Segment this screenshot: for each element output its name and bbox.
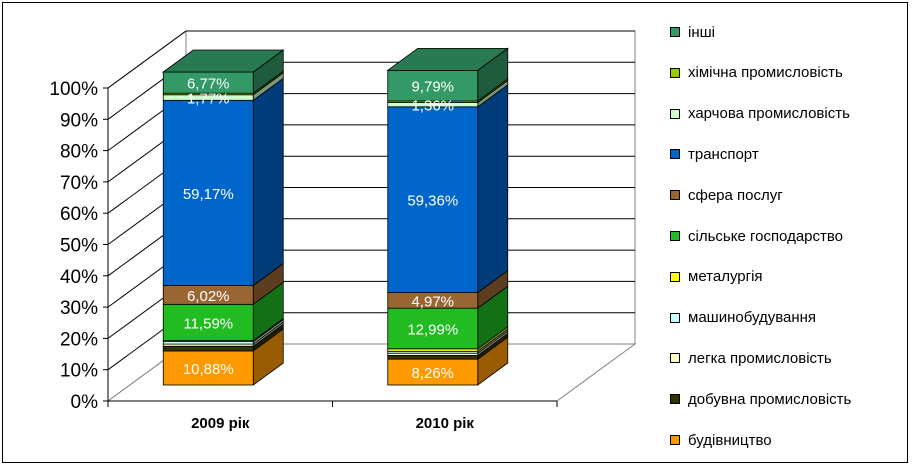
data-label: 12,99% (407, 321, 458, 338)
y-tick-label: 10% (60, 361, 98, 382)
bar-segment (162, 303, 254, 342)
bar-side-face (252, 77, 284, 287)
bar-top-face (162, 49, 285, 73)
legend-label: легка промисловість (688, 349, 832, 367)
bar-top-face (386, 47, 509, 71)
gridline (107, 30, 635, 89)
legend-item: інші (670, 22, 715, 42)
legend-item: харчова промисловість (670, 104, 850, 124)
legend-swatch (670, 394, 680, 405)
y-tick-label: 80% (60, 142, 98, 163)
legend-swatch (670, 149, 680, 160)
legend-swatch (670, 67, 680, 78)
legend-swatch (670, 312, 680, 323)
y-tick-label: 70% (60, 173, 98, 194)
legend-label: будівництво (688, 431, 772, 449)
legend-item: легка промисловість (670, 348, 832, 368)
legend-swatch (670, 27, 680, 37)
y-tick-label: 100% (49, 79, 98, 100)
data-label: 1,77% (187, 91, 230, 108)
y-tick-label: 50% (60, 236, 98, 257)
legend-label: добувна промисловість (688, 390, 852, 408)
data-label: 6,02% (187, 288, 230, 305)
bar-segment (162, 99, 254, 286)
bar-segment (162, 345, 254, 352)
legend-swatch (670, 108, 680, 119)
data-label: 9,79% (411, 79, 454, 96)
data-label: 8,26% (411, 365, 454, 382)
legend-swatch (670, 353, 680, 364)
y-axis: 0% 10% 20% 30% 40% 50% 60% 70% 80% 90% 100% (49, 79, 109, 413)
y-tick-label: 20% (60, 329, 98, 350)
bar-segment (387, 354, 479, 360)
bar-segment (387, 358, 479, 386)
legend-item: транспорт (670, 144, 759, 164)
legend-label: хімічна промисловість (688, 64, 843, 82)
legend-label: машинобудування (688, 309, 817, 327)
legend-item: добувна промисловість (670, 389, 851, 409)
bar-segment (162, 350, 254, 386)
legend-label: харчова промисловість (688, 105, 850, 123)
data-label: 1,36% (411, 98, 454, 115)
y-tick-label: 0% (71, 392, 99, 413)
bar-side-face (477, 84, 509, 294)
legend-swatch (670, 190, 680, 201)
legend-item: машинобудування (670, 308, 816, 328)
legend-item: будівництво (670, 430, 772, 450)
data-label: 59,17% (183, 186, 234, 203)
legend-swatch (670, 231, 680, 241)
legend-label: металургія (688, 268, 763, 286)
data-label: 6,77% (187, 76, 230, 93)
y-tick-label: 30% (60, 298, 98, 319)
legend-label: сільське господарство (688, 227, 844, 245)
data-label: 4,97% (411, 293, 454, 310)
legend-swatch (670, 271, 680, 282)
bars: 10,88% 11,59% 6,02% 59,17% 1,77%6,77% 8,26% 12… (162, 47, 509, 386)
bar-stack: 8,26% 12,99% 4,97% 59,36% 1,36% 9,79% (386, 47, 509, 386)
bar-stack: 10,88% 11,59% 6,02% 59,17% 1,77%6,77% (162, 49, 285, 386)
legend-label: сфера послуг (688, 186, 783, 204)
x-axis: 2009 рік 2010 рік (107, 400, 558, 432)
legend-swatch (670, 435, 680, 445)
y-tick-label: 90% (60, 110, 98, 131)
legend-label: транспорт (688, 145, 759, 163)
bar-segment (387, 106, 479, 294)
legend-item: сільське господарство (670, 226, 843, 246)
data-label: 11,59% (183, 315, 233, 332)
legend-item: сфера послуг (670, 185, 783, 205)
bar-segment (387, 307, 479, 350)
legend-item: хімічна промисловість (670, 63, 843, 83)
x-tick-label: 2010 рік (416, 415, 475, 432)
legend-label: інші (688, 23, 715, 41)
x-tick-label: 2009 рік (191, 415, 250, 432)
data-label: 59,36% (407, 193, 458, 210)
y-tick-label: 60% (60, 204, 98, 225)
data-label: 10,88% (183, 361, 234, 378)
bar-segment (387, 69, 479, 102)
y-tick-label: 40% (60, 267, 98, 288)
legend-item: металургія (670, 267, 763, 287)
